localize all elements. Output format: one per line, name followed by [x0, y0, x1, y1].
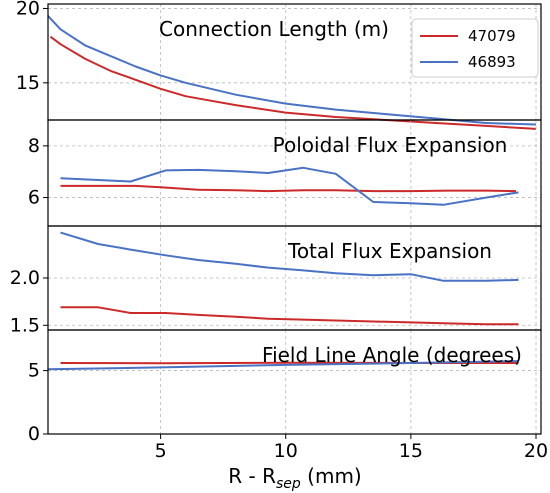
panel-title: Total Flux Expansion	[287, 239, 492, 263]
legend: 47079 46893	[411, 18, 539, 78]
series-line-46893	[60, 166, 519, 206]
panel-4: 0 5 Field Line Angle (degrees)	[28, 329, 542, 445]
x-tick-label: 20	[524, 440, 548, 462]
x-tick-label: 15	[399, 440, 423, 462]
y-tick-label: 6	[28, 187, 40, 209]
legend-label: 47079	[468, 27, 516, 45]
series-line-47079	[60, 184, 517, 193]
y-tick-label: 2.0	[10, 267, 40, 289]
panel-title: Connection Length (m)	[159, 17, 389, 41]
y-tick-label: 15	[16, 72, 40, 94]
panel-title: Poloidal Flux Expansion	[273, 133, 508, 157]
x-tick-label: 10	[274, 440, 298, 462]
legend-label: 46893	[468, 53, 516, 71]
series-line-47079	[49, 35, 537, 130]
series-line-46893	[47, 360, 519, 371]
y-tick-label: 5	[28, 360, 40, 382]
panel-2: 6 8 Poloidal Flux Expansion	[28, 119, 542, 227]
panel-title: Field Line Angle (degrees)	[262, 343, 522, 367]
y-tick-label: 1.5	[10, 314, 40, 336]
y-tick-label: 8	[28, 135, 40, 157]
series-line-46893	[47, 15, 537, 126]
series-line-46893	[60, 231, 519, 282]
panel-1: 15 20 Connection Length (m) 47079 46893	[16, 0, 542, 130]
panel-3: 1.5 2.0 Total Flux Expansion	[10, 225, 542, 336]
y-tick-label: 0	[28, 423, 40, 445]
panel-frame	[47, 329, 542, 435]
x-axis-label: R - Rsep (mm)	[228, 464, 361, 492]
y-tick-label: 20	[16, 0, 40, 19]
series-line-47079	[60, 306, 519, 326]
x-tick-label: 5	[155, 440, 167, 462]
